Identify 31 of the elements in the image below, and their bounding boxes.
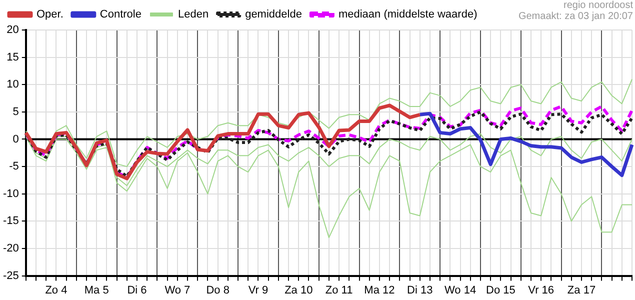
x-tick-label: Di 6 <box>127 284 147 296</box>
legend-label: gemiddelde <box>245 8 302 21</box>
x-tick-label: Za 10 <box>284 284 313 296</box>
y-tick-label: 10 <box>6 78 19 91</box>
y-tick-label: 20 <box>6 24 19 36</box>
legend-label: Controle <box>100 8 142 21</box>
legend-label: Oper. <box>36 8 64 21</box>
y-tick-label: -25 <box>2 270 19 282</box>
y-tick-label: -5 <box>9 160 19 173</box>
y-tick-label: -15 <box>2 215 19 228</box>
x-tick-label: Do 15 <box>486 284 516 296</box>
x-tick-label: Za 17 <box>567 284 596 296</box>
x-tick-label: Vr 9 <box>248 284 268 296</box>
text: Gemaakt: za 03 jan 20:07 <box>518 11 633 22</box>
y-tick-label: -10 <box>2 188 19 200</box>
x-tick-label: Di 13 <box>407 284 433 296</box>
text: regio noordoost <box>562 0 633 11</box>
legend-label: mediaan (middelste waarde) <box>338 8 478 21</box>
x-tick-label: Zo 4 <box>45 284 68 296</box>
y-tick-label: 0 <box>12 133 19 146</box>
x-tick-label: Wo 14 <box>444 284 476 296</box>
y-tick-label: -20 <box>2 242 19 255</box>
x-tick-label: Zo 11 <box>325 284 353 296</box>
x-tick-label: Do 8 <box>206 284 230 296</box>
legend-label: Leden <box>178 8 209 21</box>
y-tick-label: 15 <box>6 51 19 64</box>
x-tick-label: Vr 16 <box>528 284 554 296</box>
x-tick-label: Ma 5 <box>84 284 109 296</box>
x-tick-label: Wo 7 <box>164 284 190 296</box>
x-tick-label: Ma 12 <box>364 284 395 296</box>
y-tick-label: 5 <box>12 106 19 118</box>
